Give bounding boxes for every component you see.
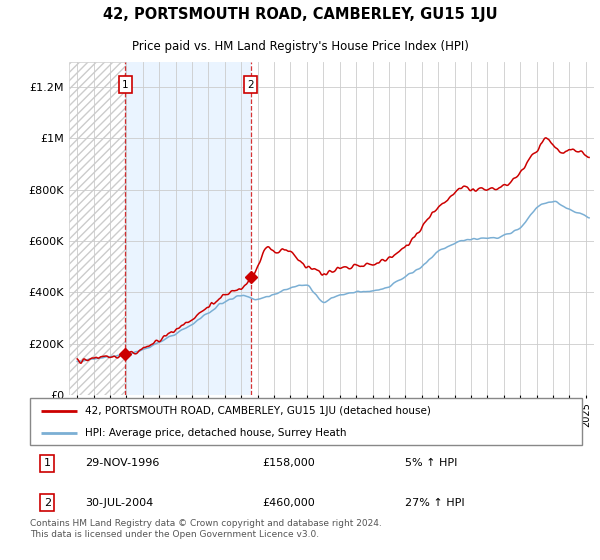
FancyBboxPatch shape	[30, 398, 582, 445]
Text: 27% ↑ HPI: 27% ↑ HPI	[406, 498, 465, 507]
Text: 42, PORTSMOUTH ROAD, CAMBERLEY, GU15 1JU: 42, PORTSMOUTH ROAD, CAMBERLEY, GU15 1JU	[103, 7, 497, 22]
Text: 1: 1	[122, 80, 128, 90]
Text: 29-NOV-1996: 29-NOV-1996	[85, 459, 160, 468]
Text: HPI: Average price, detached house, Surrey Heath: HPI: Average price, detached house, Surr…	[85, 428, 347, 438]
Text: 1: 1	[44, 459, 51, 468]
Text: £460,000: £460,000	[262, 498, 314, 507]
Text: Contains HM Land Registry data © Crown copyright and database right 2024.
This d: Contains HM Land Registry data © Crown c…	[30, 519, 382, 539]
Text: 42, PORTSMOUTH ROAD, CAMBERLEY, GU15 1JU (detached house): 42, PORTSMOUTH ROAD, CAMBERLEY, GU15 1JU…	[85, 406, 431, 416]
Text: 30-JUL-2004: 30-JUL-2004	[85, 498, 154, 507]
Text: £158,000: £158,000	[262, 459, 314, 468]
Bar	[125, 62, 251, 395]
Text: 5% ↑ HPI: 5% ↑ HPI	[406, 459, 458, 468]
Text: 2: 2	[44, 498, 51, 507]
Text: Price paid vs. HM Land Registry's House Price Index (HPI): Price paid vs. HM Land Registry's House …	[131, 40, 469, 53]
Text: 2: 2	[247, 80, 254, 90]
Bar	[69, 62, 125, 395]
